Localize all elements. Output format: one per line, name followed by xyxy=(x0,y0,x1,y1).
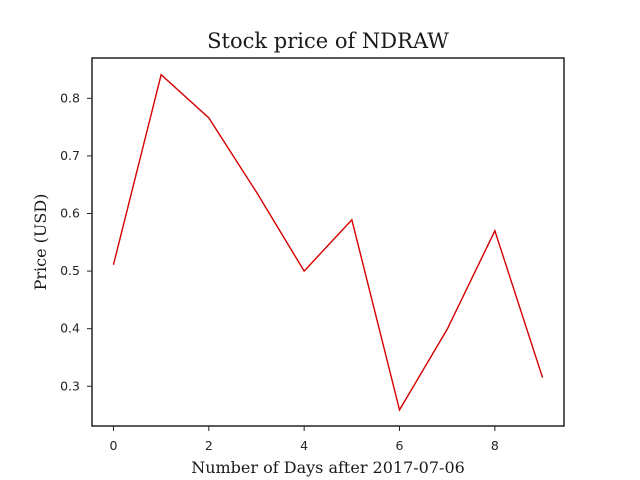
x-tick-label: 0 xyxy=(109,438,117,453)
x-axis-ticks: 0 2 4 6 8 xyxy=(109,426,499,453)
y-axis-label: Price (USD) xyxy=(31,194,50,291)
y-tick-label: 0.6 xyxy=(60,205,80,220)
price-series-line xyxy=(112,73,544,412)
y-axis-ticks: 0.3 0.4 0.5 0.6 0.7 0.8 xyxy=(60,90,92,393)
x-tick-label: 8 xyxy=(491,438,499,453)
x-axis-label: Number of Days after 2017-07-06 xyxy=(191,458,465,477)
y-tick-label: 0.5 xyxy=(60,263,80,278)
y-tick-label: 0.3 xyxy=(60,378,80,393)
y-tick-label: 0.7 xyxy=(60,148,80,163)
y-tick-label: 0.4 xyxy=(60,321,80,336)
chart-title: Stock price of NDRAW xyxy=(207,29,449,53)
x-tick-label: 4 xyxy=(300,438,308,453)
y-tick-label: 0.8 xyxy=(60,90,80,105)
x-tick-label: 6 xyxy=(396,438,404,453)
x-tick-label: 2 xyxy=(205,438,213,453)
series-layer xyxy=(112,73,544,412)
plot-frame xyxy=(91,57,565,427)
